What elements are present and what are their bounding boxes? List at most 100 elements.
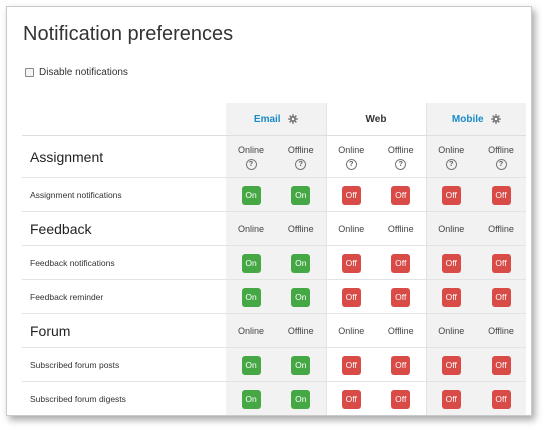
toggle-cell: Off (425, 245, 476, 280)
question-circle-icon[interactable]: ? (295, 158, 307, 170)
toggle-cell: Off (376, 279, 426, 314)
offline-label: Offline (387, 223, 414, 234)
on-toggle-button[interactable]: On (291, 287, 311, 307)
on-toggle-button[interactable]: On (291, 355, 311, 375)
online-label: Online (438, 223, 465, 234)
disable-notifications-checkbox[interactable] (25, 68, 34, 77)
off-toggle-button[interactable]: Off (441, 185, 461, 205)
toggle-cell: Off (425, 177, 476, 212)
offline-status-header: Offline (476, 313, 527, 348)
offline-label: Offline (488, 223, 514, 234)
on-toggle-button[interactable]: On (241, 287, 261, 307)
toggle-cell: Off (425, 279, 476, 314)
toggle-cell: On (226, 347, 276, 382)
toggle-cell: On (226, 381, 276, 415)
on-toggle-button[interactable]: On (241, 185, 261, 205)
online-status-header: Online (226, 313, 276, 348)
toggle-cell: Off (325, 381, 376, 415)
offline-label: Offline (488, 325, 514, 336)
disable-notifications-row[interactable]: Disable notifications (25, 67, 128, 78)
off-toggle-button[interactable]: Off (391, 253, 411, 273)
online-status-header: Online? (226, 135, 276, 178)
on-toggle-button[interactable]: On (241, 355, 261, 375)
online-status-header: Online (425, 211, 476, 246)
online-label: Online (237, 325, 264, 336)
toggle-cell: On (276, 279, 326, 314)
toggle-cell: On (226, 279, 276, 314)
off-toggle-button[interactable]: Off (341, 389, 361, 409)
on-toggle-button[interactable]: On (291, 253, 311, 273)
offline-status-header: Offline (276, 211, 326, 246)
toggle-cell: Off (325, 347, 376, 382)
toggle-cell: Off (476, 279, 527, 314)
offline-status-header: Offline? (376, 135, 426, 178)
off-toggle-button[interactable]: Off (391, 389, 411, 409)
online-label: Online (438, 325, 465, 336)
off-toggle-button[interactable]: Off (491, 355, 511, 375)
off-toggle-button[interactable]: Off (341, 287, 361, 307)
off-toggle-button[interactable]: Off (441, 253, 461, 273)
on-toggle-button[interactable]: On (241, 253, 261, 273)
page-title: Notification preferences (23, 23, 234, 45)
off-toggle-button[interactable]: Off (491, 389, 511, 409)
gear-icon[interactable] (490, 114, 501, 124)
preference-row: Feedback reminder On On Off Off Off Off (22, 279, 527, 314)
online-label: Online (338, 325, 365, 336)
online-label: Online (237, 144, 264, 155)
off-toggle-button[interactable]: Off (341, 355, 361, 375)
processor-name-mobile[interactable]: Mobile (451, 113, 484, 125)
offline-label: Offline (488, 144, 514, 155)
off-toggle-button[interactable]: Off (441, 355, 461, 375)
off-toggle-button[interactable]: Off (341, 185, 361, 205)
off-toggle-button[interactable]: Off (491, 253, 511, 273)
question-circle-icon[interactable]: ? (445, 158, 457, 170)
toggle-cell: Off (376, 381, 426, 415)
online-status-header: Online (226, 211, 276, 246)
toggle-cell: Off (325, 177, 376, 212)
offline-status-header: Offline? (476, 135, 527, 178)
online-label: Online (438, 144, 465, 155)
offline-label: Offline (287, 223, 314, 234)
off-toggle-button[interactable]: Off (491, 287, 511, 307)
online-label: Online (338, 144, 365, 155)
online-status-header: Online? (325, 135, 376, 178)
on-toggle-button[interactable]: On (291, 185, 311, 205)
online-status-header: Online (325, 211, 376, 246)
toggle-cell: Off (376, 347, 426, 382)
section-title: Feedback (22, 211, 226, 246)
toggle-cell: Off (476, 381, 527, 415)
preference-row: Subscribed forum digests On On Off Off Off Off (22, 381, 527, 415)
question-circle-icon[interactable]: ? (245, 158, 257, 170)
preference-row: Feedback notifications On On Off Off Off Off (22, 245, 527, 280)
offline-label: Offline (387, 325, 414, 336)
processor-name-web: Web (365, 113, 387, 125)
off-toggle-button[interactable]: Off (391, 355, 411, 375)
toggle-cell: Off (376, 245, 426, 280)
on-toggle-button[interactable]: On (241, 389, 261, 409)
off-toggle-button[interactable]: Off (441, 287, 461, 307)
off-toggle-button[interactable]: Off (341, 253, 361, 273)
off-toggle-button[interactable]: Off (391, 287, 411, 307)
preference-name: Feedback notifications (22, 245, 226, 280)
offline-status-header: Offline (376, 313, 426, 348)
online-status-header: Online? (425, 135, 476, 178)
preference-name: Subscribed forum posts (22, 347, 226, 382)
toggle-cell: On (276, 177, 326, 212)
offline-status-header: Offline? (276, 135, 326, 178)
question-circle-icon[interactable]: ? (345, 158, 357, 170)
toggle-cell: On (276, 245, 326, 280)
notification-preferences-panel: Notification preferences Disable notific… (6, 6, 532, 416)
question-circle-icon[interactable]: ? (395, 158, 407, 170)
processor-header-web: Web (325, 103, 426, 136)
toggle-cell: On (276, 347, 326, 382)
preference-name: Feedback reminder (22, 279, 226, 314)
gear-icon[interactable] (287, 114, 298, 124)
toggle-cell: Off (376, 177, 426, 212)
on-toggle-button[interactable]: On (291, 389, 311, 409)
online-status-header: Online (325, 313, 376, 348)
question-circle-icon[interactable]: ? (495, 158, 507, 170)
processor-name-email[interactable]: Email (253, 113, 281, 125)
off-toggle-button[interactable]: Off (491, 185, 511, 205)
off-toggle-button[interactable]: Off (441, 389, 461, 409)
off-toggle-button[interactable]: Off (391, 185, 411, 205)
